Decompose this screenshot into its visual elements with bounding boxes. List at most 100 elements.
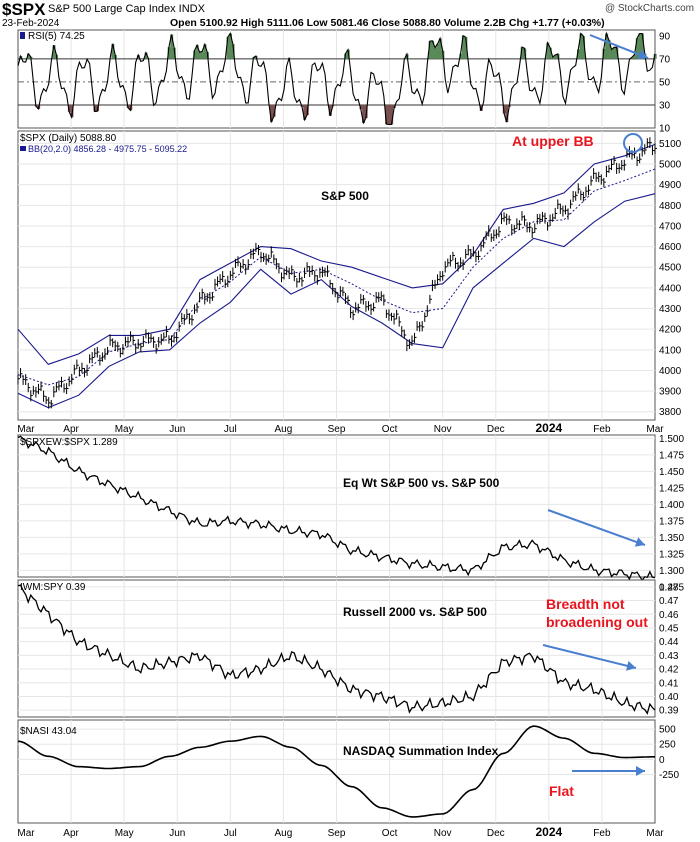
ew-ratio-tick-label: 1.375 <box>659 516 684 527</box>
rsi-overbought-fill <box>111 43 115 59</box>
price-tick-label: 4800 <box>659 201 682 212</box>
rsi-overbought-fill <box>615 47 619 59</box>
iwm-ratio-arrow-head <box>626 660 636 671</box>
rsi-oversold-fill <box>505 104 509 123</box>
bottom-x-label: Jun <box>169 828 185 839</box>
rsi-oversold-fill <box>269 104 273 122</box>
rsi-oversold-fill <box>359 104 363 110</box>
bottom-x-label: Apr <box>63 828 79 839</box>
ew-ratio-tick-label: 1.400 <box>659 500 684 511</box>
rsi-oversold-fill <box>362 104 366 123</box>
rsi-oversold-fill <box>328 104 332 116</box>
bottom-x-label: Sep <box>328 828 346 839</box>
rsi-legend-swatch <box>20 32 25 39</box>
rsi-overbought-fill <box>26 53 30 59</box>
bottom-x-label: 2024 <box>535 825 562 839</box>
rsi-overbought-fill <box>520 47 524 59</box>
ew-ratio-tick-label: 1.325 <box>659 549 684 560</box>
price-x-label: Jul <box>224 424 237 435</box>
iwm-ratio-legend: IWM:SPY 0.39 <box>20 582 86 593</box>
price-tick-label: 4100 <box>659 345 682 356</box>
upper-bb-circle <box>623 133 643 153</box>
upper-bollinger-band <box>17 143 656 365</box>
ew-ratio-arrow-head <box>634 537 645 547</box>
rsi-tick-label: 50 <box>659 77 671 88</box>
rsi-oversold-fill <box>390 104 394 125</box>
price-tick-label: 4000 <box>659 366 682 377</box>
ohlc-summary: Open 5100.92 High 5111.06 Low 5081.46 Cl… <box>170 17 605 29</box>
bottom-x-label: Dec <box>487 828 505 839</box>
bottom-x-label: Feb <box>593 828 611 839</box>
price-x-label: Feb <box>593 424 611 435</box>
rsi-overbought-fill <box>546 42 550 59</box>
iwm-ratio-tick-label: 0.42 <box>659 665 679 676</box>
breadth-annotation-line2: broadening out <box>546 614 648 630</box>
rsi-oversold-fill <box>272 104 276 117</box>
bottom-x-label: Mar <box>17 828 35 839</box>
iwm-ratio-line <box>17 584 656 715</box>
upper-bb-annotation: At upper BB <box>512 133 594 149</box>
bottom-x-label: Mar <box>646 828 664 839</box>
rsi-oversold-fill <box>502 104 506 114</box>
price-x-label: Oct <box>382 424 398 435</box>
rsi-overbought-fill <box>198 52 202 59</box>
rsi-overbought-fill <box>464 37 468 59</box>
middle-bollinger-band <box>17 168 656 386</box>
rsi-overbought-fill <box>576 49 580 59</box>
price-tick-label: 4500 <box>659 263 682 274</box>
bollinger-legend-swatch <box>20 146 26 151</box>
chart-date: 23-Feb-2024 <box>2 18 60 29</box>
rsi-overbought-fill <box>203 44 207 59</box>
nasi-arrow-head <box>636 766 645 776</box>
rsi-overbought-fill <box>612 47 616 59</box>
bottom-x-label: Oct <box>382 828 398 839</box>
rsi-oversold-fill <box>479 104 483 111</box>
price-chart-title: S&P 500 <box>321 189 369 203</box>
price-tick-label: 4900 <box>659 180 682 191</box>
price-x-label: Nov <box>434 424 452 435</box>
rsi-overbought-fill <box>605 33 609 59</box>
rsi-overbought-fill <box>607 40 611 59</box>
rsi-overbought-fill <box>551 57 555 59</box>
rsi-overbought-fill <box>433 47 437 59</box>
ew-ratio-tick-label: 1.275 <box>659 582 684 593</box>
iwm-ratio-tick-label: 0.39 <box>659 706 679 717</box>
rsi-oversold-fill <box>93 104 97 112</box>
rsi-overbought-fill <box>602 48 606 59</box>
price-tick-label: 5100 <box>659 139 682 150</box>
price-tick-label: 4700 <box>659 221 682 232</box>
iwm-ratio-tick-label: 0.48 <box>659 582 679 593</box>
rsi-overbought-fill <box>582 36 586 59</box>
ew-ratio-tick-label: 1.425 <box>659 483 684 494</box>
price-tick-label: 4200 <box>659 325 682 336</box>
rsi-overbought-fill <box>226 37 230 59</box>
rsi-overbought-fill <box>630 57 634 59</box>
rsi-oversold-fill <box>67 104 71 112</box>
rsi-overbought-fill <box>653 53 657 59</box>
iwm-ratio-arrow <box>542 644 637 669</box>
price-x-label: Mar <box>646 424 664 435</box>
ew-ratio-tick-label: 1.475 <box>659 450 684 461</box>
rsi-overbought-fill <box>610 49 614 59</box>
ticker-description: S&P 500 Large Cap Index INDX <box>48 3 205 15</box>
nasi-tick-label: 500 <box>659 725 676 736</box>
rsi-overbought-fill <box>635 38 639 59</box>
rsi-oversold-fill <box>387 104 391 125</box>
rsi-overbought-fill <box>167 47 171 59</box>
iwm-ratio-tick-label: 0.41 <box>659 678 679 689</box>
rsi-overbought-fill <box>170 34 174 59</box>
price-tick-label: 4400 <box>659 283 682 294</box>
price-x-label: 2024 <box>535 421 562 435</box>
stockcharts-credit: @ StockCharts.com <box>604 3 694 14</box>
rsi-overbought-fill <box>193 50 197 59</box>
price-tick-label: 4600 <box>659 242 682 253</box>
bottom-x-label: May <box>115 828 134 839</box>
nasi-title: NASDAQ Summation Index <box>343 744 499 758</box>
price-x-label: Aug <box>275 424 293 435</box>
ew-ratio-tick-label: 1.350 <box>659 533 684 544</box>
rsi-overbought-fill <box>638 33 642 59</box>
ew-ratio-line <box>17 435 656 582</box>
rsi-tick-label: 70 <box>659 54 671 65</box>
rsi-overbought-fill <box>553 55 557 59</box>
